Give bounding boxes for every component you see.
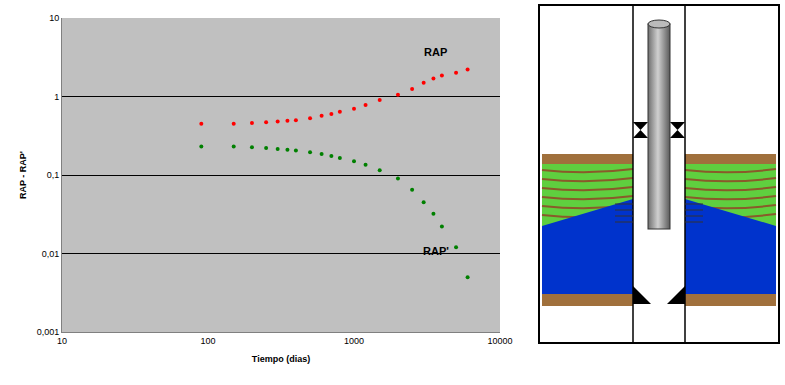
svg-text:0,1: 0,1 (47, 170, 60, 180)
svg-text:1000: 1000 (344, 336, 364, 346)
svg-text:10000: 10000 (487, 336, 512, 346)
svg-text:0,01: 0,01 (42, 249, 60, 259)
svg-text:0,001: 0,001 (37, 327, 60, 337)
svg-text:10: 10 (57, 336, 67, 346)
svg-text:RAP': RAP' (423, 245, 449, 257)
svg-text:10: 10 (49, 13, 59, 23)
svg-text:RAP: RAP (424, 46, 447, 58)
svg-text:1: 1 (54, 92, 59, 102)
svg-text:Tiempo (dias): Tiempo (dias) (252, 354, 310, 364)
svg-text:RAP - RAP': RAP - RAP' (18, 151, 28, 199)
svg-text:100: 100 (200, 336, 215, 346)
